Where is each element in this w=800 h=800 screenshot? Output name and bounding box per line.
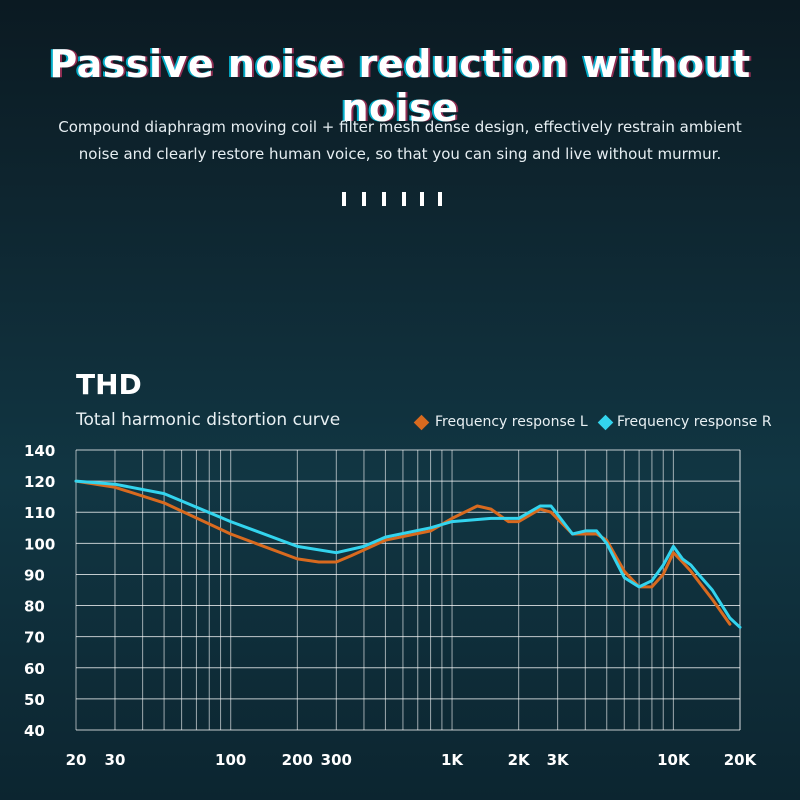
- x-tick-label: 10K: [657, 751, 691, 769]
- diamond-icon: [597, 414, 614, 430]
- tick-mark: [342, 192, 346, 206]
- legend-item-l: Frequency response L: [413, 414, 588, 430]
- tick-mark: [402, 192, 406, 206]
- tick-mark: [362, 192, 366, 206]
- legend-label-l: Frequency response L: [435, 414, 588, 430]
- x-tick-label: 200: [282, 751, 313, 769]
- x-tick-label: 100: [215, 751, 246, 769]
- x-tick-label: 20: [66, 751, 87, 769]
- x-tick-label: 1K: [441, 751, 464, 769]
- y-tick-label: 70: [24, 629, 45, 647]
- legend-label-r: Frequency response R: [617, 414, 772, 430]
- chart-title: THD: [76, 368, 142, 401]
- x-tick-label: 30: [105, 751, 126, 769]
- decorative-tick-marks: [340, 192, 460, 208]
- y-tick-label: 60: [24, 660, 45, 678]
- description-line-2: noise and clearly restore human voice, s…: [78, 145, 722, 163]
- tick-mark: [420, 192, 424, 206]
- x-tick-label: 20K: [724, 751, 758, 769]
- y-tick-label: 120: [24, 473, 55, 491]
- y-tick-label: 50: [24, 691, 45, 709]
- y-tick-label: 140: [24, 442, 55, 460]
- x-tick-label: 300: [321, 751, 352, 769]
- diamond-icon: [413, 414, 430, 430]
- headline: Passive noise reduction without noise: [49, 42, 751, 130]
- y-tick-label: 110: [24, 504, 55, 522]
- chart-subtitle: Total harmonic distortion curve: [76, 410, 341, 430]
- thd-chart: 140 120 110 100 90 80 70 60 50 40 20 30 100 200 300 1K 2…: [24, 442, 758, 769]
- x-tick-label: 2K: [508, 751, 531, 769]
- x-tick-label: 3K: [547, 751, 570, 769]
- y-tick-label: 100: [24, 535, 55, 553]
- y-tick-label: 80: [24, 598, 45, 616]
- y-tick-label: 40: [24, 722, 45, 740]
- series-line-l: [74, 479, 732, 626]
- tick-mark: [382, 192, 386, 206]
- description-line-1: Compound diaphragm moving coil + filter …: [58, 118, 742, 136]
- series-line-r: [74, 479, 742, 629]
- tick-mark: [438, 192, 442, 206]
- legend-item-r: Frequency response R: [597, 414, 772, 430]
- description: Compound diaphragm moving coil + filter …: [20, 114, 780, 168]
- y-tick-label: 90: [24, 566, 45, 584]
